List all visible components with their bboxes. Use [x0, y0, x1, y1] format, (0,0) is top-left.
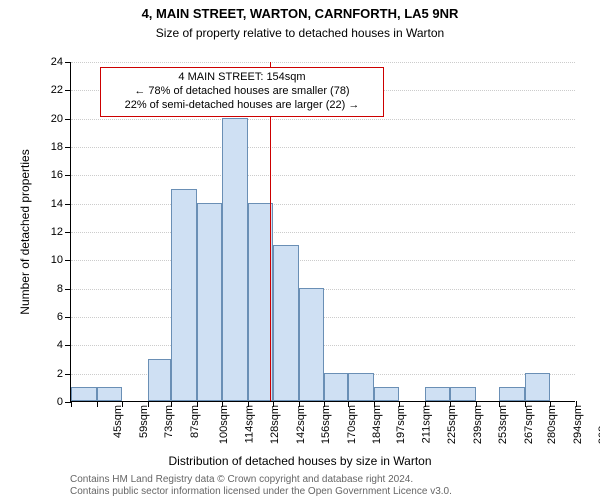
x-tick-label: 128sqm	[269, 401, 281, 444]
histogram-bar	[171, 189, 197, 402]
x-tick	[273, 401, 274, 407]
histogram-bar	[525, 373, 551, 401]
x-tick-label: 100sqm	[218, 401, 230, 444]
y-tick-label: 14	[51, 198, 71, 210]
footer-line: Contains HM Land Registry data © Crown c…	[70, 474, 452, 486]
histogram-bar	[324, 373, 348, 401]
x-tick	[450, 401, 451, 407]
y-tick-label: 4	[57, 339, 71, 351]
gridline	[71, 175, 575, 176]
histogram-bar	[71, 387, 97, 401]
histogram-bar	[97, 387, 123, 401]
y-tick-label: 12	[51, 226, 71, 238]
x-tick-label: 267sqm	[523, 401, 535, 444]
x-tick	[148, 401, 149, 407]
x-tick	[576, 401, 577, 407]
x-tick	[550, 401, 551, 407]
gridline	[71, 62, 575, 63]
x-tick-label: 280sqm	[547, 401, 559, 444]
annotation-line: ← 78% of detached houses are smaller (78…	[107, 85, 377, 99]
y-tick-label: 20	[51, 113, 71, 125]
y-tick-label: 6	[57, 311, 71, 323]
histogram-bar	[148, 359, 172, 402]
histogram-bar	[499, 387, 525, 401]
x-axis-label: Distribution of detached houses by size …	[0, 454, 600, 468]
x-tick-label: 114sqm	[243, 401, 255, 443]
x-tick	[122, 401, 123, 407]
gridline	[71, 232, 575, 233]
histogram-bar	[299, 288, 325, 401]
x-tick-label: 142sqm	[295, 401, 307, 444]
histogram-bar	[273, 245, 299, 401]
x-tick	[97, 401, 98, 407]
x-tick	[248, 401, 249, 407]
x-tick-label: 197sqm	[395, 401, 407, 444]
x-tick	[425, 401, 426, 407]
histogram-bar	[222, 118, 248, 401]
x-tick	[171, 401, 172, 407]
x-tick-label: 253sqm	[497, 401, 509, 444]
x-tick	[499, 401, 500, 407]
chart-title: 4, MAIN STREET, WARTON, CARNFORTH, LA5 9…	[0, 6, 600, 21]
x-tick-label: 184sqm	[372, 401, 384, 444]
y-tick-label: 16	[51, 169, 71, 181]
footer-line: Contains public sector information licen…	[70, 486, 452, 498]
y-tick-label: 10	[51, 254, 71, 266]
x-tick	[348, 401, 349, 407]
y-axis-label: Number of detached properties	[18, 62, 32, 402]
x-tick-label: 211sqm	[420, 401, 432, 443]
gridline	[71, 260, 575, 261]
footer-attribution: Contains HM Land Registry data © Crown c…	[70, 474, 452, 498]
x-tick-label: 225sqm	[446, 401, 458, 444]
x-tick-label: 294sqm	[572, 401, 584, 444]
histogram-bar	[348, 373, 374, 401]
histogram-bar	[450, 387, 476, 401]
x-tick	[222, 401, 223, 407]
histogram-bar	[374, 387, 400, 401]
x-tick	[399, 401, 400, 407]
x-tick	[374, 401, 375, 407]
x-tick-label: 73sqm	[163, 401, 175, 438]
y-tick-label: 18	[51, 141, 71, 153]
x-tick-label: 239sqm	[472, 401, 484, 444]
x-tick-label: 87sqm	[189, 401, 201, 438]
x-tick	[71, 401, 72, 407]
x-tick-label: 170sqm	[346, 401, 358, 444]
chart-subtitle: Size of property relative to detached ho…	[0, 26, 600, 40]
histogram-bar	[425, 387, 451, 401]
annotation-line: 4 MAIN STREET: 154sqm	[107, 71, 377, 85]
x-tick	[525, 401, 526, 407]
y-tick-label: 2	[57, 368, 71, 380]
histogram-bar	[197, 203, 223, 401]
y-tick-label: 8	[57, 283, 71, 295]
y-tick-label: 0	[57, 396, 71, 408]
x-tick	[197, 401, 198, 407]
x-tick	[476, 401, 477, 407]
gridline	[71, 204, 575, 205]
chart-container: 4, MAIN STREET, WARTON, CARNFORTH, LA5 9…	[0, 0, 600, 500]
y-tick-label: 24	[51, 56, 71, 68]
y-tick-label: 22	[51, 84, 71, 96]
x-tick	[299, 401, 300, 407]
gridline	[71, 147, 575, 148]
x-tick-label: 156sqm	[321, 401, 333, 444]
gridline	[71, 119, 575, 120]
annotation-box: 4 MAIN STREET: 154sqm← 78% of detached h…	[100, 67, 384, 117]
annotation-line: 22% of semi-detached houses are larger (…	[107, 99, 377, 113]
x-tick	[324, 401, 325, 407]
